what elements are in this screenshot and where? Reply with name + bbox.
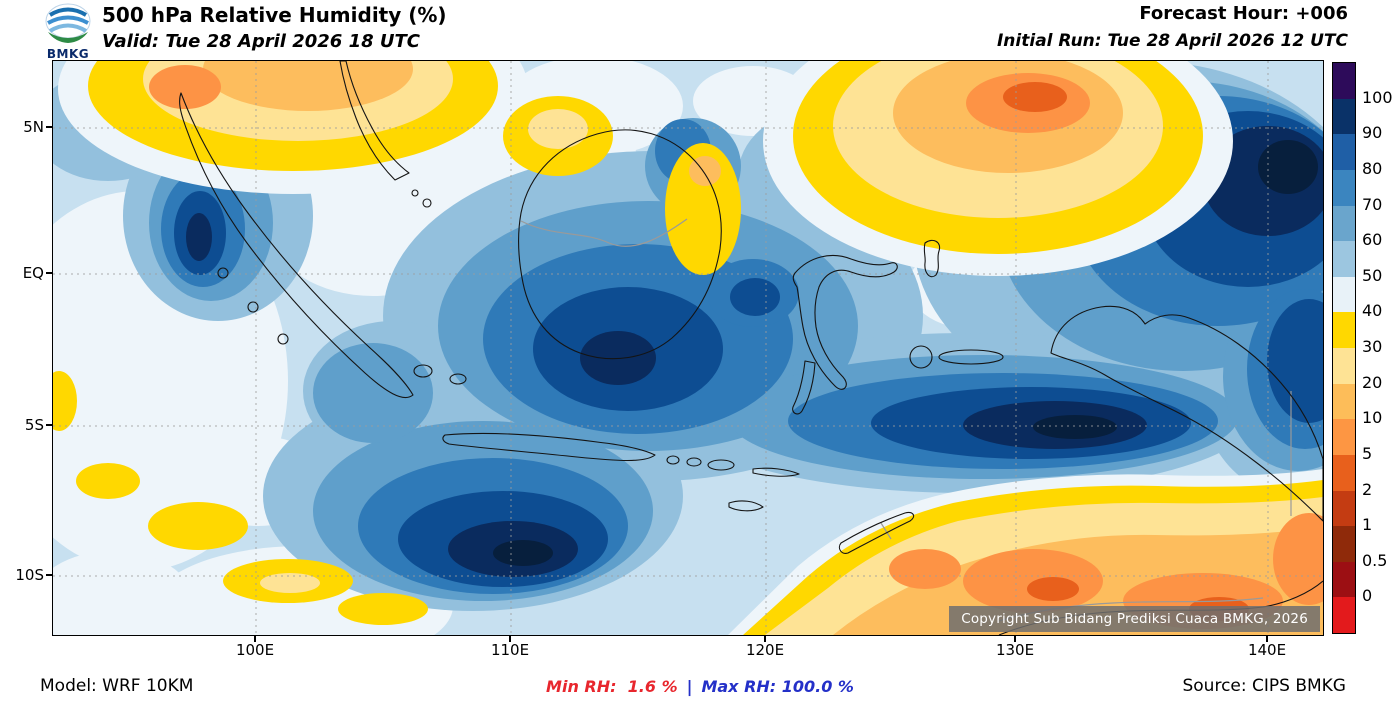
rh-extremes: Min RH: 1.6 % | Max RH: 100.0 % <box>0 677 1400 696</box>
colorbar-tick-label: 80 <box>1362 158 1383 178</box>
colorbar-segment <box>1333 134 1355 170</box>
source-label: Source: CIPS BMKG <box>1182 676 1346 696</box>
colorbar-segment <box>1333 597 1355 633</box>
model-label: Model: WRF 10KM <box>40 676 194 696</box>
colorbar-segment <box>1333 419 1355 455</box>
field-dry-topright <box>763 61 1233 276</box>
forecast-hour: Forecast Hour: +006 <box>1139 3 1348 24</box>
min-max-separator: | <box>686 677 693 696</box>
x-axis-label-100e: 100E <box>235 641 275 659</box>
colorbar-segment <box>1333 526 1355 562</box>
colorbar-tick-label: 90 <box>1362 123 1383 143</box>
y-axis-label-5s: 5S <box>24 416 44 434</box>
axis-tick <box>509 636 511 642</box>
y-axis-label-eq: EQ <box>22 264 44 282</box>
field-dry-borneo <box>665 143 741 275</box>
colorbar-tick-label: 100 <box>1362 87 1393 107</box>
colorbar-segment <box>1333 561 1355 598</box>
copyright-watermark: Copyright Sub Bidang Prediksi Cuaca BMKG… <box>949 606 1320 632</box>
x-axis-label-130e: 130E <box>995 641 1035 659</box>
x-axis-label-140e: 140E <box>1247 641 1287 659</box>
colorbar-segments <box>1333 63 1355 633</box>
axis-tick <box>46 272 52 274</box>
graticule <box>53 61 1323 635</box>
colorbar-tick-label: 10 <box>1362 408 1383 428</box>
colorbar-segment <box>1333 383 1355 420</box>
field-dry-southwest-core <box>260 573 320 593</box>
axis-tick <box>46 126 52 128</box>
colorbar-tick-label: 70 <box>1362 194 1383 214</box>
y-axis-label-10s: 10S <box>15 566 44 584</box>
valid-time: Valid: Tue 28 April 2026 18 UTC <box>102 31 421 52</box>
field-dry-topcenter <box>503 96 613 176</box>
colorbar-tick-label: 2 <box>1362 479 1373 499</box>
colorbar-tick-label: 60 <box>1362 230 1383 250</box>
colorbar-segment <box>1333 276 1355 313</box>
colorbar-tick-label: 50 <box>1362 265 1383 285</box>
colorbar-segment <box>1333 241 1355 277</box>
bmkg-logo-text: BMKG <box>46 47 90 61</box>
colorbar-segment <box>1333 454 1355 491</box>
axis-tick <box>254 636 256 642</box>
colorbar-tick-label: 0 <box>1362 586 1373 606</box>
bmkg-logo-icon <box>45 3 91 43</box>
colorbar-tick-label: 1 <box>1362 515 1373 535</box>
humidity-field <box>53 61 1323 635</box>
field-max <box>493 140 1318 566</box>
colorbar-tick-label: 5 <box>1362 443 1373 463</box>
axis-tick <box>1266 636 1268 642</box>
axis-tick <box>46 574 52 576</box>
colorbar-segment <box>1333 205 1355 242</box>
axis-tick <box>46 424 52 426</box>
colorbar-segment <box>1333 490 1355 527</box>
bmkg-logo: BMKG <box>42 2 94 61</box>
colorbar-segment <box>1333 98 1355 135</box>
colorbar-segment <box>1333 348 1355 384</box>
colorbar-segment <box>1333 63 1355 99</box>
colorbar-ticks: 100 90 80 70 60 50 40 30 20 10 5 2 1 0.5 0 <box>1362 62 1400 632</box>
axis-tick <box>1014 636 1016 642</box>
min-rh-value: Min RH: 1.6 % <box>546 677 678 696</box>
colorbar-segment <box>1333 169 1355 206</box>
colorbar-segment <box>1333 312 1355 348</box>
page-title: 500 hPa Relative Humidity (%) <box>102 3 447 27</box>
colorbar-tick-label: 0.5 <box>1362 550 1388 570</box>
colorbar-tick-label: 30 <box>1362 337 1383 356</box>
y-axis-label-5n: 5N <box>23 118 44 136</box>
map-canvas: Copyright Sub Bidang Prediksi Cuaca BMKG… <box>52 60 1324 636</box>
axis-tick <box>764 636 766 642</box>
colorbar-tick-label: 40 <box>1362 301 1383 321</box>
colorbar <box>1332 62 1356 634</box>
initial-run: Initial Run: Tue 28 April 2026 12 UTC <box>996 31 1348 51</box>
x-axis-label-120e: 120E <box>745 641 785 659</box>
colorbar-tick-label: 20 <box>1362 372 1383 392</box>
coastlines <box>179 61 1323 635</box>
x-axis-label-110e: 110E <box>490 641 530 659</box>
max-rh-value: Max RH: 100.0 % <box>701 677 854 696</box>
